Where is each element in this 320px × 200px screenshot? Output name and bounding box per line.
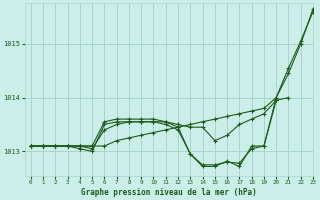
X-axis label: Graphe pression niveau de la mer (hPa): Graphe pression niveau de la mer (hPa) (81, 188, 257, 197)
